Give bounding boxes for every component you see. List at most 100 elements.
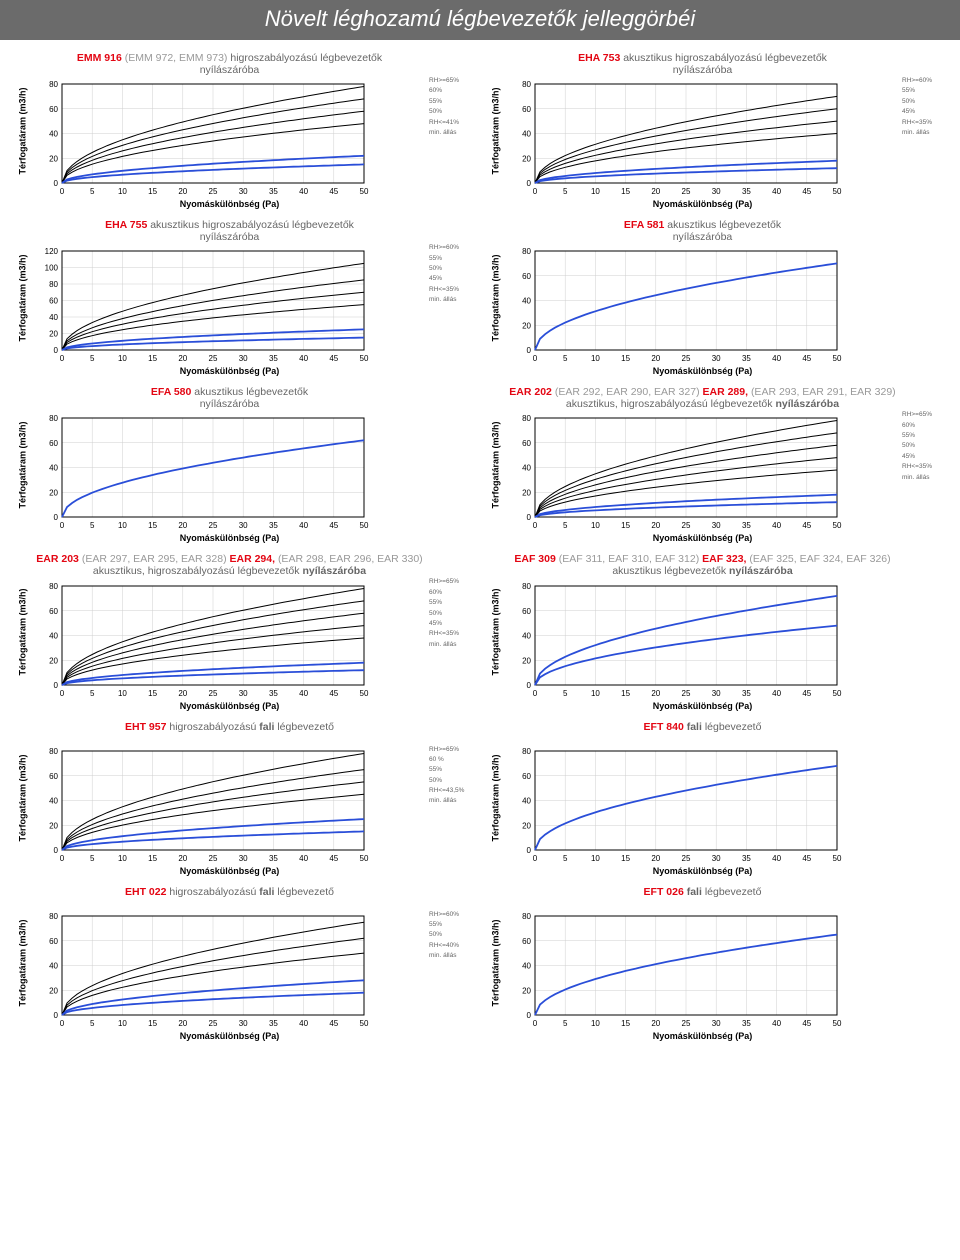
svg-text:40: 40 (299, 689, 308, 698)
legend-item: 55% (429, 254, 471, 264)
svg-text:10: 10 (591, 187, 600, 196)
svg-text:5: 5 (563, 354, 568, 363)
svg-text:45: 45 (329, 187, 338, 196)
svg-text:40: 40 (49, 961, 58, 970)
svg-text:40: 40 (522, 961, 531, 970)
svg-text:35: 35 (742, 1019, 751, 1028)
svg-text:50: 50 (833, 854, 842, 863)
svg-text:40: 40 (49, 313, 58, 322)
svg-text:60: 60 (522, 272, 531, 281)
svg-text:10: 10 (118, 854, 127, 863)
chart-legend: RH>=65%60%55%50%RH<=41%min. állás (429, 52, 471, 209)
legend-item: min. állás (429, 128, 471, 138)
svg-text:50: 50 (833, 354, 842, 363)
legend-item: RH<=43,5% (429, 786, 471, 796)
svg-text:10: 10 (591, 521, 600, 530)
svg-text:10: 10 (118, 354, 127, 363)
x-axis-label: Nyomáskülönbség (Pa) (507, 701, 898, 711)
legend-item: min. állás (902, 473, 944, 483)
svg-text:40: 40 (522, 796, 531, 805)
svg-text:20: 20 (49, 330, 58, 339)
chart-cell: Térfogatáram (m3/h)EHT 022 higroszabályo… (16, 884, 471, 1041)
svg-text:80: 80 (522, 247, 531, 256)
legend-item: RH<=40% (429, 941, 471, 951)
chart-title: EHT 957 higroszabályozású fali légbeveze… (34, 721, 425, 743)
svg-text:0: 0 (60, 1019, 65, 1028)
x-axis-label: Nyomáskülönbség (Pa) (34, 866, 425, 876)
chart-title: EFA 580 akusztikus légbevezetőknyílászár… (34, 386, 425, 410)
legend-item: RH>=65% (429, 76, 471, 86)
svg-text:50: 50 (360, 854, 369, 863)
y-axis-label: Térfogatáram (m3/h) (491, 421, 501, 508)
svg-text:20: 20 (522, 821, 531, 830)
svg-text:30: 30 (712, 689, 721, 698)
svg-text:0: 0 (54, 681, 59, 690)
svg-text:10: 10 (591, 1019, 600, 1028)
chart-cell: Térfogatáram (m3/h)EAF 309 (EAF 311, EAF… (489, 551, 944, 710)
svg-text:45: 45 (802, 521, 811, 530)
svg-text:15: 15 (621, 187, 630, 196)
svg-text:20: 20 (522, 154, 531, 163)
legend-item: min. állás (902, 128, 944, 138)
chart-cell: Térfogatáram (m3/h)EAR 202 (EAR 292, EAR… (489, 384, 944, 543)
legend-item: 45% (429, 619, 471, 629)
svg-text:40: 40 (772, 354, 781, 363)
svg-text:0: 0 (60, 521, 65, 530)
y-axis-label: Térfogatáram (m3/h) (18, 588, 28, 675)
legend-item: 55% (902, 86, 944, 96)
y-axis-label: Térfogatáram (m3/h) (491, 87, 501, 174)
svg-text:15: 15 (148, 1019, 157, 1028)
svg-text:0: 0 (527, 681, 532, 690)
legend-item: RH<=35% (429, 629, 471, 639)
chart-legend: RH>=60%55%50%45%RH<=35%min. állás (429, 219, 471, 376)
svg-text:35: 35 (269, 854, 278, 863)
svg-text:0: 0 (60, 354, 65, 363)
x-axis-label: Nyomáskülönbség (Pa) (34, 701, 425, 711)
x-axis-label: Nyomáskülönbség (Pa) (507, 533, 898, 543)
svg-text:40: 40 (522, 464, 531, 473)
svg-text:25: 25 (209, 1019, 218, 1028)
svg-text:35: 35 (269, 521, 278, 530)
svg-text:30: 30 (712, 521, 721, 530)
svg-text:80: 80 (522, 80, 531, 89)
svg-text:5: 5 (563, 854, 568, 863)
svg-text:30: 30 (712, 854, 721, 863)
y-axis-label: Térfogatáram (m3/h) (18, 754, 28, 841)
x-axis-label: Nyomáskülönbség (Pa) (34, 1031, 425, 1041)
legend-item: 55% (902, 431, 944, 441)
chart-eha755: 05101520253035404550020406080100120 (34, 245, 369, 365)
svg-text:40: 40 (522, 130, 531, 139)
chart-cell: Térfogatáram (m3/h)EAR 203 (EAR 297, EAR… (16, 551, 471, 710)
legend-item: 45% (429, 274, 471, 284)
svg-text:5: 5 (90, 1019, 95, 1028)
svg-text:0: 0 (54, 846, 59, 855)
svg-text:45: 45 (329, 1019, 338, 1028)
svg-text:20: 20 (178, 521, 187, 530)
legend-item: 50% (429, 609, 471, 619)
legend-item: 60 % (429, 755, 471, 765)
svg-text:80: 80 (522, 582, 531, 591)
legend-item: RH>=65% (902, 410, 944, 420)
svg-text:80: 80 (522, 747, 531, 756)
chart-cell: Térfogatáram (m3/h)EFT 840 fali légbevez… (489, 719, 944, 876)
svg-text:35: 35 (742, 354, 751, 363)
svg-text:10: 10 (118, 1019, 127, 1028)
chart-eft840: 05101520253035404550020406080 (507, 745, 842, 865)
chart-cell: Térfogatáram (m3/h)EFA 580 akusztikus lé… (16, 384, 471, 543)
svg-text:80: 80 (49, 80, 58, 89)
legend-item: RH<=41% (429, 118, 471, 128)
svg-text:60: 60 (522, 771, 531, 780)
svg-text:80: 80 (49, 414, 58, 423)
chart-legend: RH>=60%55%50%RH<=40%min. állás (429, 886, 471, 1041)
chart-emm916: 05101520253035404550020406080 (34, 78, 369, 198)
svg-text:25: 25 (682, 187, 691, 196)
svg-text:80: 80 (522, 912, 531, 921)
chart-legend: RH>=65%60%55%50%45%RH<=35%min. állás (902, 386, 944, 543)
svg-text:35: 35 (742, 854, 751, 863)
legend-item: RH<=35% (429, 285, 471, 295)
svg-text:15: 15 (148, 854, 157, 863)
svg-text:10: 10 (118, 521, 127, 530)
svg-text:20: 20 (178, 354, 187, 363)
svg-text:15: 15 (621, 854, 630, 863)
svg-text:30: 30 (239, 187, 248, 196)
